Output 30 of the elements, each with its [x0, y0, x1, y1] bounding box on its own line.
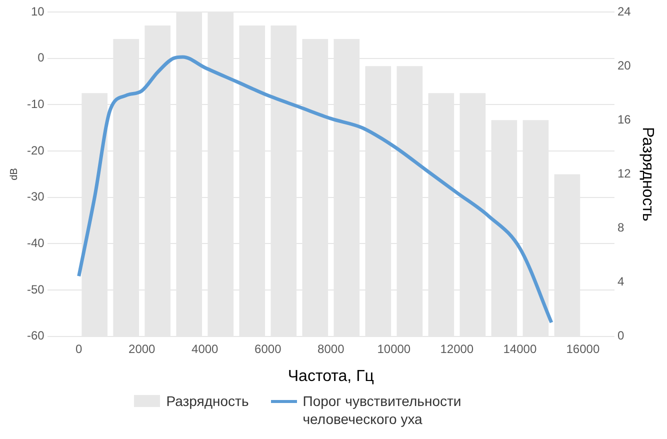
line-series — [77, 55, 554, 324]
y-tick-label: 0 — [38, 50, 45, 65]
legend-label: Разрядность — [166, 392, 249, 410]
x-tick-label: 6000 — [254, 342, 282, 356]
y2-tick-label: 24 — [617, 4, 632, 18]
x-tick-label: 8000 — [318, 342, 345, 356]
y-tick-label: -40 — [27, 236, 45, 250]
x-axis-title: Частота, Гц — [288, 368, 374, 385]
y-tick-label: -20 — [27, 143, 45, 158]
y2-tick-label: 16 — [617, 112, 632, 126]
y-tick-label: -10 — [27, 97, 45, 111]
y-tick-label: 10 — [30, 4, 45, 18]
y-tick-label: -50 — [27, 282, 45, 296]
y-tick-label: -60 — [27, 328, 45, 343]
legend-label: Порог чувствительности человеческого уха — [302, 392, 462, 428]
y-axis-title: dB — [8, 168, 20, 180]
y2-tick-label: 12 — [617, 166, 632, 181]
x-tick-label: 2000 — [128, 342, 156, 356]
x-tick-label: 12000 — [440, 342, 474, 356]
y2-tick-label: 0 — [617, 328, 624, 343]
x-tick-label: 10000 — [377, 342, 411, 356]
x-tick-label: 0 — [76, 342, 83, 356]
y2-axis-title: Разрядность — [638, 127, 656, 222]
x-tick-label: 16000 — [566, 342, 600, 356]
x-tick-label: 4000 — [192, 342, 219, 356]
x-tick-label: 14000 — [503, 342, 537, 356]
y2-tick-label: 20 — [617, 58, 632, 72]
y2-tick-label: 4 — [617, 274, 624, 289]
y-tick-label: -30 — [27, 190, 45, 204]
y2-tick-label: 8 — [617, 220, 624, 235]
